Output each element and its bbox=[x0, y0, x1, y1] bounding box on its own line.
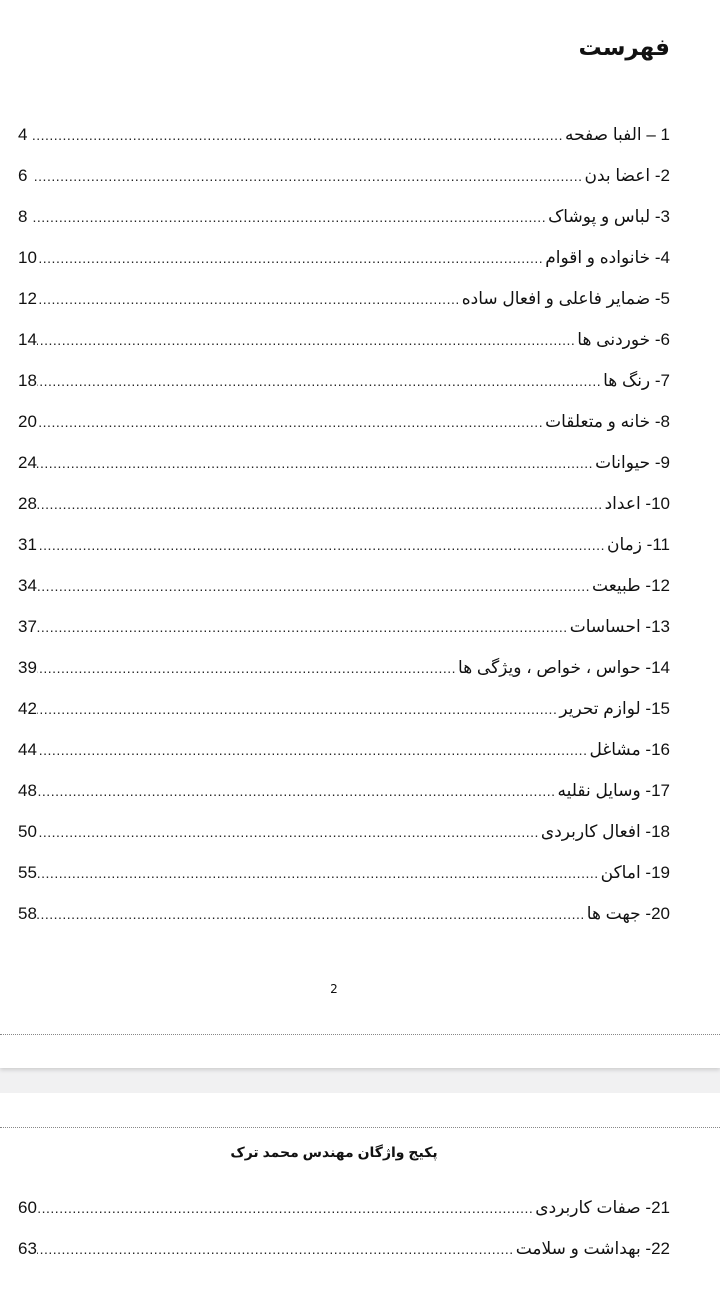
toc-entry[interactable]: 5- ضمایر فاعلی و افعال ساده.............… bbox=[18, 287, 670, 311]
dot-leader: ........................................… bbox=[37, 783, 556, 799]
dot-leader: ........................................… bbox=[36, 291, 460, 307]
toc-entry-label: 6- خوردنی ها bbox=[577, 330, 670, 349]
dot-leader: ........................................… bbox=[36, 619, 568, 635]
dot-leader: ........................................… bbox=[37, 373, 602, 389]
header-divider bbox=[0, 1127, 720, 1128]
toc-entry-page: 44 bbox=[18, 740, 37, 759]
toc-entry[interactable]: 3- لباس و پوشاک.........................… bbox=[18, 205, 670, 229]
toc-entry-page: 48 bbox=[18, 781, 37, 800]
dot-leader: ........................................… bbox=[36, 865, 599, 881]
toc-entry-page: 39 bbox=[18, 658, 37, 677]
toc-entry-label: 17- وسایل نقلیه bbox=[557, 781, 670, 800]
dot-leader: ........................................… bbox=[37, 250, 544, 266]
footer-divider bbox=[0, 1034, 720, 1035]
toc-entry[interactable]: 4- خانواده و اقوام......................… bbox=[18, 246, 670, 270]
dot-leader: ........................................… bbox=[36, 332, 576, 348]
toc-entry[interactable]: 9- حیوانات..............................… bbox=[18, 451, 670, 475]
document-page-3: پکیج واژگان مهندس محمد ترک 21- صفات کارب… bbox=[0, 1093, 720, 1293]
page-number: 2 bbox=[330, 982, 338, 996]
toc-entry-label: 16- مشاغل bbox=[589, 740, 670, 759]
toc-entry-page: 18 bbox=[18, 371, 37, 390]
dot-leader: ........................................… bbox=[32, 127, 563, 143]
toc-entry-page: 42 bbox=[18, 699, 37, 718]
toc-entry-page: 4 bbox=[18, 125, 28, 144]
toc-entry-label: 22- بهداشت و سلامت bbox=[515, 1239, 670, 1258]
toc-entry-label: 5- ضمایر فاعلی و افعال ساده bbox=[461, 289, 670, 308]
toc-entry-label: 19- اماکن bbox=[600, 863, 670, 882]
toc-entry-page: 24 bbox=[18, 453, 37, 472]
toc-entry[interactable]: 12- طبیعت...............................… bbox=[18, 574, 670, 598]
toc-entry-label: 13- احساسات bbox=[569, 617, 670, 636]
toc-entry[interactable]: 6- خوردنی ها............................… bbox=[18, 328, 670, 352]
toc-entry[interactable]: 10- اعداد...............................… bbox=[18, 492, 670, 516]
toc-entry-label: 1 – الفبا صفحه bbox=[564, 125, 670, 144]
toc-entry-page: 34 bbox=[18, 576, 37, 595]
toc-entry-page: 50 bbox=[18, 822, 37, 841]
toc-entry-label: 11- زمان bbox=[606, 535, 670, 554]
dot-leader: ........................................… bbox=[37, 701, 558, 717]
dot-leader: ........................................… bbox=[32, 168, 583, 184]
toc-entry-label: 20- جهت ها bbox=[586, 904, 670, 923]
dot-leader: ........................................… bbox=[37, 742, 588, 758]
dot-leader: ........................................… bbox=[37, 496, 603, 512]
dot-leader: ........................................… bbox=[37, 537, 605, 553]
toc-entry-page: 6 bbox=[18, 166, 28, 185]
dot-leader: ........................................… bbox=[37, 824, 539, 840]
toc-entry[interactable]: 1 – الفبا صفحه..........................… bbox=[18, 123, 670, 147]
dot-leader: ........................................… bbox=[32, 209, 547, 225]
toc-entry[interactable]: 13- احساسات.............................… bbox=[18, 615, 670, 639]
page-header: پکیج واژگان مهندس محمد ترک bbox=[230, 1144, 438, 1160]
toc-entry-page: 8 bbox=[18, 207, 28, 226]
dot-leader: ........................................… bbox=[36, 906, 585, 922]
dot-leader: ........................................… bbox=[37, 414, 544, 430]
toc-entry-label: 18- افعال کاربردی bbox=[540, 822, 670, 841]
toc-entry[interactable]: 14- حواس ، خواص ، ویژگی ها..............… bbox=[18, 656, 670, 680]
toc-entry-page: 10 bbox=[18, 248, 37, 267]
toc-entry[interactable]: 17- وسایل نقلیه.........................… bbox=[18, 779, 670, 803]
toc-entry[interactable]: 7- رنگ ها...............................… bbox=[18, 369, 670, 393]
toc-entry-page: 14 bbox=[18, 330, 37, 349]
toc-entry[interactable]: 18- افعال کاربردی.......................… bbox=[18, 820, 670, 844]
toc-entry-page: 20 bbox=[18, 412, 37, 431]
toc-entry[interactable]: 19- اماکن...............................… bbox=[18, 861, 670, 885]
toc-entry-page: 60 bbox=[18, 1198, 37, 1217]
toc-entry[interactable]: 8- خانه و متعلقات.......................… bbox=[18, 410, 670, 434]
toc-entry-page: 12 bbox=[18, 289, 37, 308]
dot-leader: ........................................… bbox=[37, 1200, 534, 1216]
dot-leader: ........................................… bbox=[36, 660, 457, 676]
toc-entry-label: 15- لوازم تحریر bbox=[559, 699, 670, 718]
toc-entry[interactable]: 16- مشاغل...............................… bbox=[18, 738, 670, 762]
toc-entry-label: 7- رنگ ها bbox=[603, 371, 670, 390]
document-page-2: فهرست 1 – الفبا صفحه....................… bbox=[0, 0, 720, 1068]
toc-entry-label: 10- اعداد bbox=[604, 494, 670, 513]
toc-entry-label: 3- لباس و پوشاک bbox=[548, 207, 670, 226]
toc-entry-page: 55 bbox=[18, 863, 37, 882]
toc-entry-label: 8- خانه و متعلقات bbox=[545, 412, 670, 431]
toc-entry-page: 31 bbox=[18, 535, 37, 554]
toc-entry-page: 28 bbox=[18, 494, 37, 513]
toc-entry-label: 12- طبیعت bbox=[592, 576, 670, 595]
toc-entry[interactable]: 2- اعضا بدن.............................… bbox=[18, 164, 670, 188]
toc-entry-label: 14- حواس ، خواص ، ویژگی ها bbox=[458, 658, 670, 677]
toc-entry-label: 2- اعضا بدن bbox=[584, 166, 670, 185]
dot-leader: ........................................… bbox=[37, 455, 594, 471]
toc-entry[interactable]: 21- صفات کاربردی........................… bbox=[18, 1196, 670, 1220]
toc-entry[interactable]: 15- لوازم تحریر.........................… bbox=[18, 697, 670, 721]
toc-entry-label: 21- صفات کاربردی bbox=[535, 1198, 670, 1217]
toc-title: فهرست bbox=[578, 34, 670, 60]
toc-entry[interactable]: 20- جهت ها..............................… bbox=[18, 902, 670, 926]
toc-entry[interactable]: 22- بهداشت و سلامت......................… bbox=[18, 1237, 670, 1261]
toc-entry-page: 63 bbox=[18, 1239, 37, 1258]
toc-entry-label: 4- خانواده و اقوام bbox=[545, 248, 670, 267]
toc-entry-label: 9- حیوانات bbox=[595, 453, 670, 472]
dot-leader: ........................................… bbox=[37, 1241, 514, 1257]
toc-entry[interactable]: 11- زمان................................… bbox=[18, 533, 670, 557]
toc-entry-page: 58 bbox=[18, 904, 37, 923]
toc-entry-page: 37 bbox=[18, 617, 37, 636]
dot-leader: ........................................… bbox=[36, 578, 590, 594]
